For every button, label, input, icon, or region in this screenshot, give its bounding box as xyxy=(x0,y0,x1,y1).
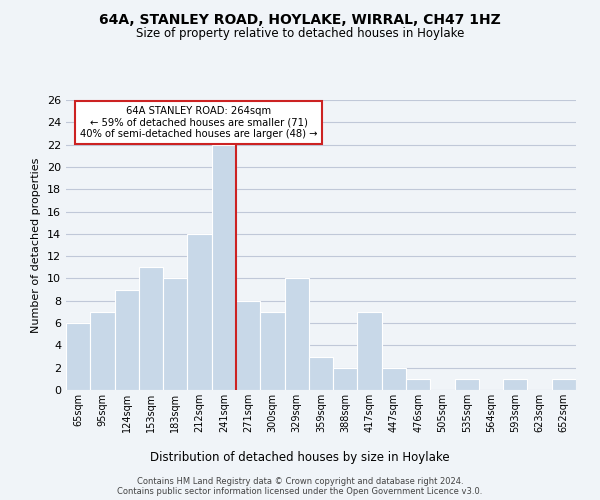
Text: Contains public sector information licensed under the Open Government Licence v3: Contains public sector information licen… xyxy=(118,486,482,496)
Bar xyxy=(236,301,260,390)
Bar xyxy=(212,144,236,390)
Bar xyxy=(66,323,90,390)
Bar xyxy=(406,379,430,390)
Bar xyxy=(503,379,527,390)
Text: 64A, STANLEY ROAD, HOYLAKE, WIRRAL, CH47 1HZ: 64A, STANLEY ROAD, HOYLAKE, WIRRAL, CH47… xyxy=(99,12,501,26)
Text: Contains HM Land Registry data © Crown copyright and database right 2024.: Contains HM Land Registry data © Crown c… xyxy=(137,476,463,486)
Bar xyxy=(163,278,187,390)
Bar xyxy=(309,356,333,390)
Text: 64A STANLEY ROAD: 264sqm
← 59% of detached houses are smaller (71)
40% of semi-d: 64A STANLEY ROAD: 264sqm ← 59% of detach… xyxy=(80,106,317,139)
Text: Distribution of detached houses by size in Hoylake: Distribution of detached houses by size … xyxy=(150,451,450,464)
Y-axis label: Number of detached properties: Number of detached properties xyxy=(31,158,41,332)
Bar xyxy=(115,290,139,390)
Bar xyxy=(139,268,163,390)
Bar xyxy=(284,278,309,390)
Bar xyxy=(552,379,576,390)
Bar xyxy=(90,312,115,390)
Bar xyxy=(187,234,212,390)
Bar xyxy=(455,379,479,390)
Bar xyxy=(358,312,382,390)
Bar xyxy=(260,312,284,390)
Bar xyxy=(382,368,406,390)
Bar xyxy=(333,368,358,390)
Text: Size of property relative to detached houses in Hoylake: Size of property relative to detached ho… xyxy=(136,28,464,40)
